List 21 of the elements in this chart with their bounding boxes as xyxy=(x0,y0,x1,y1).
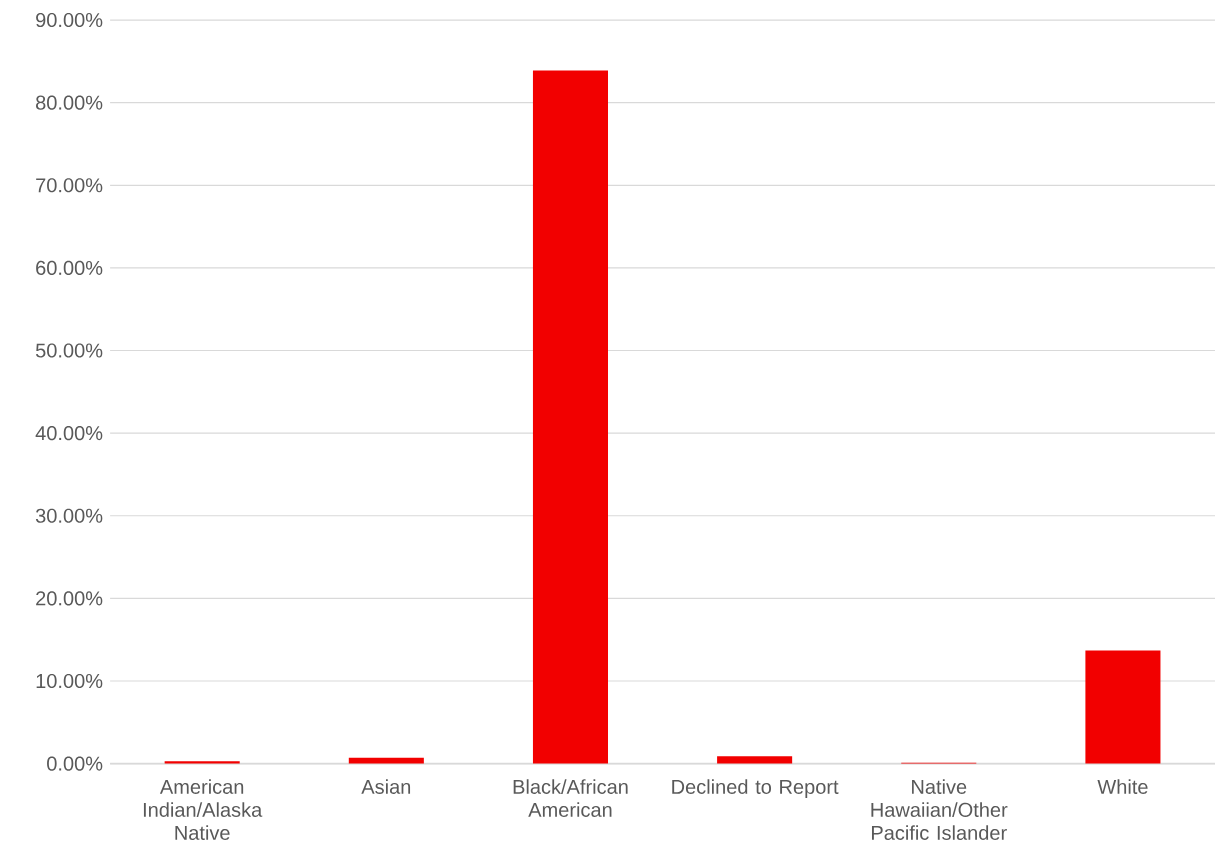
y-tick-label: 20.00% xyxy=(36,591,103,606)
x-tick-label: Asian xyxy=(361,779,411,795)
y-tick-label: 90.00% xyxy=(36,13,103,28)
y-tick-label: 10.00% xyxy=(36,674,103,689)
bar xyxy=(1085,650,1161,764)
bar xyxy=(532,70,609,764)
x-tick-label: White xyxy=(1097,779,1148,795)
bar xyxy=(164,761,240,764)
y-tick-label: 50.00% xyxy=(35,343,103,358)
y-tick-label: 30.00% xyxy=(35,508,103,523)
y-tick-label: 70.00% xyxy=(36,178,103,193)
y-tick-label: 40.00% xyxy=(35,426,103,441)
bar xyxy=(717,756,793,764)
y-tick-label: 0.00% xyxy=(47,756,103,771)
x-tick-label: American Indian/Alaska Native xyxy=(143,779,263,841)
bar xyxy=(348,757,424,764)
x-tick-label: Black/African American xyxy=(513,779,628,818)
y-tick-label: 60.00% xyxy=(36,260,103,276)
x-tick-label: Native Hawaiian/Other Pacific Islander xyxy=(871,779,1008,841)
x-tick-label: Declined to Report xyxy=(672,779,839,799)
y-tick-label: 80.00% xyxy=(36,95,103,110)
